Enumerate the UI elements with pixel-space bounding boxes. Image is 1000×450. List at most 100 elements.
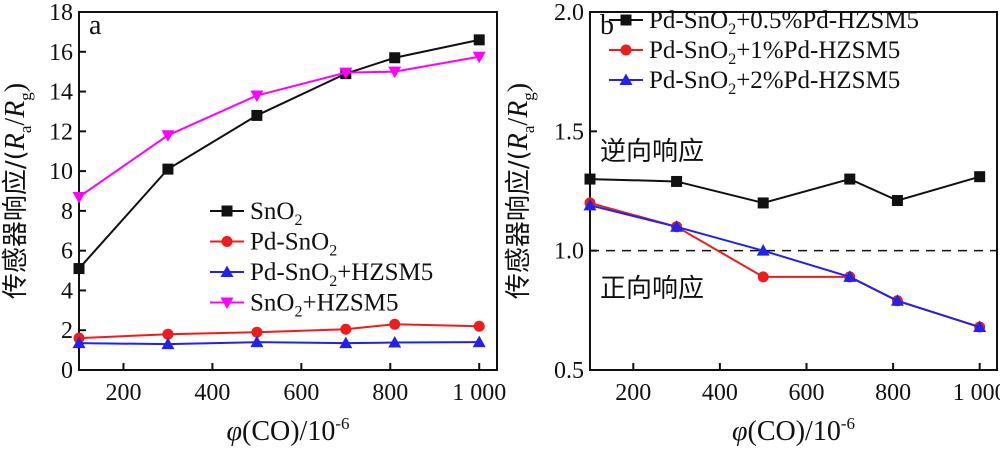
chart-b-series-1 [584,197,986,333]
chart-a-series-0-point [251,109,263,121]
chart-a-xlabel-text: (CO)/10 [242,416,335,447]
chart-a-series-3-point [388,66,402,79]
chart-a-series-3-point [472,51,486,64]
chart-a-xtick-label: 200 [105,380,141,406]
chart-a-series-3-point [339,67,353,80]
chart-b-series-0-point [671,175,683,187]
chart-a-legend-label-1: Pd-SnO2 [250,229,337,260]
chart-a-legend-swatch-marker [220,265,234,277]
chart-b-legend-label-sub: 2 [728,21,736,38]
chart-b-ylabel-close: ) [503,83,534,92]
chart-a-legend-label-tail: +HZSM5 [302,290,398,317]
chart-a-series-2 [72,335,486,350]
chart-b-xtick-label: 1 000 [953,380,1000,406]
chart-b-series-0-point [974,171,986,183]
chart-b-series-2-point [583,198,597,211]
chart-a-series-1-point [340,323,352,335]
chart-a-series-1-point [162,328,174,340]
chart-a-series-1 [73,318,485,344]
chart-b-ylabel-slash: / [503,118,534,126]
chart-b-panel-label: b [600,10,614,41]
chart-b-ylabel-ra-sub: a [519,125,538,133]
chart-b-xtick-label: 400 [702,380,738,406]
chart-b-xlabel-text: (CO)/10 [748,416,841,447]
chart-a-series-2-point [472,335,486,348]
chart-a-xlabel-phi: φ [227,416,243,447]
chart-a-series-0-point [473,34,485,46]
chart-a-ylabel: 传感器响应/(Ra/Rg) [0,83,35,299]
chart-b-series-2 [583,198,987,333]
chart-b-legend-label-base: Pd-SnO [649,37,728,64]
chart-a-xlabel-sup: -6 [335,414,349,433]
chart-b-frame [589,11,998,371]
chart-b-ylabel-rg-sub: g [519,92,538,101]
chart-a-series-3-line [78,55,480,198]
chart-b-xlabel-phi: φ [732,416,748,447]
chart-a-legend-swatch-marker [221,236,233,247]
chart-a-legend-swatch-marker [221,205,233,217]
chart-b-legend-label-tail: +1%Pd-HZSM5 [736,37,900,64]
chart-b-series-0 [584,171,986,209]
chart-b-panel: 0.5 1.0 1.5 2.0 200 400 600 800 1 000 b φ(CO)/10-6… [503,0,1000,447]
chart-a-xtick-label: 800 [372,380,408,406]
chart-b-legend-swatch-marker [619,73,633,85]
chart-a-ytick-label: 14 [49,80,73,106]
chart-a-panel-label: a [89,10,102,41]
chart-a-series-3-point [250,90,264,103]
chart-b-annotation-forward: 正向响应 [600,274,704,304]
chart-b-xtick-label: 600 [788,380,824,406]
chart-a-series-0-line [78,38,480,270]
chart-b-legend-label-0: Pd-SnO2+0.5%Pd-HZSM5 [649,7,919,38]
chart-a-ytick-label: 2 [61,318,73,344]
chart-b-ylabel-text: 传感器响应/( [504,150,534,299]
chart-a-legend-label-sub: 2 [329,243,337,260]
chart-a-ytick-label: 10 [49,159,73,185]
chart-a-series-2-point [250,335,264,348]
chart-b-series-1-point [757,271,769,283]
chart-a-series-2-line [78,341,480,346]
chart-b-annotation-reverse: 逆向响应 [600,137,704,167]
chart-a-ytick-label: 8 [61,199,73,225]
chart-b-ytick-label: 2.0 [554,0,584,26]
chart-a-legend-label-base: SnO [250,290,294,317]
chart-b-series-2-point [843,270,857,282]
chart-a-panel: 0 2 4 6 8 10 12 14 16 18 200 400 600 800 1 000 a φ(CO)/1… [0,0,506,447]
chart-a-series-2-point [388,336,402,348]
chart-b-legend-label-base: Pd-SnO [649,7,728,34]
chart-a-series-0-point [73,263,85,275]
chart-a-legend-label-3: SnO2+HZSM5 [250,290,399,321]
chart-a-ylabel-ra: R [0,133,31,151]
chart-b-xtick-label: 200 [615,380,651,406]
chart-b-ylabel-rg: R [503,101,534,119]
chart-b-ytick-label: 1.0 [554,239,584,265]
chart-a-ytick-label: 4 [61,278,73,304]
chart-b-series-2-point [756,244,770,256]
chart-b-legend-label-tail: +2%Pd-HZSM5 [736,67,900,94]
chart-a-series-3-point [72,191,86,204]
chart-b-xlabel: φ(CO)/10-6 [732,414,855,447]
chart-a-legend-label-sub: 2 [329,273,337,290]
chart-a-ytick-label: 6 [61,239,73,265]
chart-a-series-2-point [72,336,86,349]
chart-b-legend-label-tail: +0.5%Pd-HZSM5 [736,7,919,34]
chart-a-ylabel-text: 传感器响应/( [1,150,31,299]
chart-a-series-3 [72,51,486,204]
chart-b-series-2-point [973,320,987,333]
chart-a-legend-swatch-marker [220,297,234,309]
chart-a-ylabel-ra-sub: a [16,125,35,133]
chart-b-series-0-line [589,175,980,204]
chart-b-ytick-label: 0.5 [554,358,584,384]
chart-a-series-0-point [162,163,174,175]
chart-b-series-0-point [844,173,856,185]
chart-b-series-0-point [584,173,596,185]
chart-b-series-0-point [891,195,903,207]
chart-a-series-3-point [161,130,175,142]
chart-a-xtick-label: 1 000 [452,380,506,406]
chart-b-legend-label-2: Pd-SnO2+2%Pd-HZSM5 [649,67,900,98]
chart-b-xlabel-sup: -6 [841,414,855,433]
chart-a-frame [78,11,498,371]
chart-b-legend-label-1: Pd-SnO2+1%Pd-HZSM5 [649,37,900,68]
chart-b-legend-swatch-marker [620,14,632,26]
chart-a-legend-label-base: Pd-SnO [250,229,329,256]
